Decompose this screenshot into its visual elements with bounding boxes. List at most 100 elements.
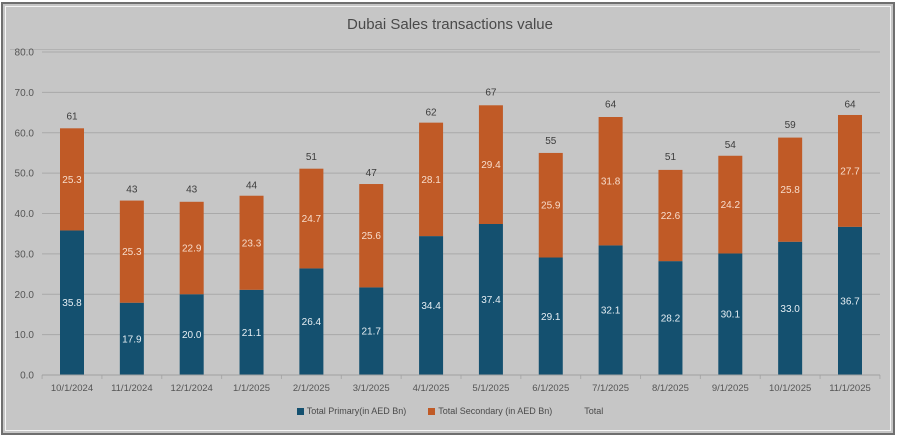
bar-primary: [419, 236, 444, 375]
y-tick-label: 20.0: [15, 290, 35, 301]
data-label-secondary: 25.3: [62, 175, 82, 186]
bar-primary: [718, 253, 743, 375]
x-tick-label: 1/1/2025: [233, 383, 270, 394]
chart-frame: [1, 2, 895, 435]
y-tick-label: 60.0: [15, 128, 35, 139]
data-label-secondary: 22.9: [182, 244, 202, 255]
data-label-primary: 28.2: [661, 314, 681, 325]
y-tick-label: 50.0: [15, 169, 35, 180]
data-label-total: 44: [246, 180, 258, 191]
x-tick-label: 6/1/2025: [532, 383, 569, 394]
x-tick-label: 2/1/2025: [293, 383, 330, 394]
bar-secondary: [419, 122, 444, 237]
x-tick-label: 5/1/2025: [472, 383, 509, 394]
data-label-secondary: 24.7: [302, 214, 322, 225]
x-tick-label: 3/1/2025: [353, 383, 390, 394]
bar-primary: [658, 261, 683, 375]
data-label-total: 47: [366, 168, 378, 179]
data-label-secondary: 25.8: [780, 185, 800, 196]
data-label-secondary: 22.6: [661, 211, 681, 222]
bar-secondary: [478, 105, 503, 224]
data-label-total: 61: [66, 112, 78, 123]
bar-secondary: [778, 137, 803, 242]
y-tick-label: 70.0: [15, 88, 35, 99]
legend-swatch-secondary: [428, 407, 436, 415]
y-tick-label: 0.0: [20, 371, 34, 382]
bar-primary: [299, 268, 324, 375]
x-tick-label: 7/1/2025: [592, 383, 629, 394]
data-label-total: 51: [306, 152, 318, 163]
x-tick-label: 12/1/2024: [171, 383, 213, 394]
bar-primary: [119, 302, 144, 375]
bar-primary: [538, 257, 563, 375]
data-label-primary: 20.0: [182, 330, 202, 341]
x-tick-label: 11/1/2024: [111, 383, 153, 394]
bar-secondary: [299, 168, 324, 269]
data-label-primary: 30.1: [721, 310, 741, 321]
data-label-total: 64: [605, 100, 617, 111]
data-label-secondary: 25.3: [122, 247, 142, 258]
bar-primary: [778, 241, 803, 375]
legend-label-primary: Total Primary(in AED Bn): [306, 406, 407, 416]
bar-primary: [239, 289, 264, 375]
data-label-secondary: 23.3: [242, 238, 262, 249]
bar-primary: [478, 223, 503, 375]
bar-secondary: [538, 152, 563, 258]
data-label-primary: 17.9: [122, 334, 142, 345]
data-label-total: 67: [485, 87, 497, 98]
data-label-secondary: 27.7: [840, 166, 860, 177]
chart-legend: Total Primary(in AED Bn) Total Secondary…: [0, 406, 900, 416]
data-label-total: 59: [785, 120, 797, 131]
y-tick-label: 80.0: [15, 48, 35, 59]
bar-secondary: [239, 195, 264, 290]
data-label-secondary: 25.9: [541, 201, 561, 212]
chart-area: [5, 6, 891, 431]
data-label-primary: 29.1: [541, 312, 561, 323]
bar-secondary: [179, 201, 204, 295]
data-label-primary: 21.1: [242, 328, 262, 339]
data-label-total: 64: [844, 100, 856, 111]
legend-item-secondary: Total Secondary (in AED Bn): [428, 406, 552, 416]
chart-title: Dubai Sales transactions value: [347, 16, 553, 33]
legend-item-total: Total: [584, 406, 603, 416]
data-label-primary: 37.4: [481, 295, 501, 306]
data-label-total: 43: [126, 184, 138, 195]
y-tick-label: 30.0: [15, 249, 35, 260]
x-tick-label: 4/1/2025: [413, 383, 450, 394]
data-label-total: 51: [665, 152, 677, 163]
bar-secondary: [718, 155, 743, 254]
bar-secondary: [60, 128, 84, 231]
data-label-total: 43: [186, 184, 198, 195]
bar-secondary: [838, 114, 862, 227]
data-label-primary: 32.1: [601, 306, 621, 317]
data-label-primary: 26.4: [302, 317, 322, 328]
legend-label-total: Total: [584, 406, 604, 416]
data-label-primary: 21.7: [361, 327, 381, 338]
bar-primary: [838, 226, 862, 375]
data-label-secondary: 31.8: [601, 177, 621, 188]
x-tick-label: 10/1/2025: [769, 383, 811, 394]
bar-primary: [598, 245, 623, 375]
legend-item-primary: Total Primary(in AED Bn): [296, 406, 407, 416]
data-label-total: 62: [426, 108, 438, 119]
bar-secondary: [119, 200, 144, 303]
data-label-secondary: 28.1: [421, 175, 441, 186]
data-label-primary: 34.4: [421, 301, 441, 312]
x-tick-label: 10/1/2024: [51, 383, 93, 394]
title-divider: [10, 49, 860, 50]
data-label-total: 54: [725, 140, 737, 151]
bar-primary: [60, 230, 84, 375]
bar-secondary: [658, 169, 683, 262]
legend-label-secondary: Total Secondary (in AED Bn): [438, 406, 553, 416]
data-label-secondary: 29.4: [481, 160, 501, 171]
data-label-primary: 36.7: [840, 296, 860, 307]
y-tick-label: 40.0: [15, 209, 35, 220]
x-tick-label: 11/1/2025: [829, 383, 871, 394]
x-tick-label: 8/1/2025: [652, 383, 689, 394]
data-label-total: 55: [545, 136, 557, 147]
data-label-primary: 33.0: [780, 304, 800, 315]
legend-swatch-primary: [296, 407, 304, 415]
y-tick-label: 10.0: [15, 330, 35, 341]
data-label-primary: 35.8: [62, 298, 82, 309]
